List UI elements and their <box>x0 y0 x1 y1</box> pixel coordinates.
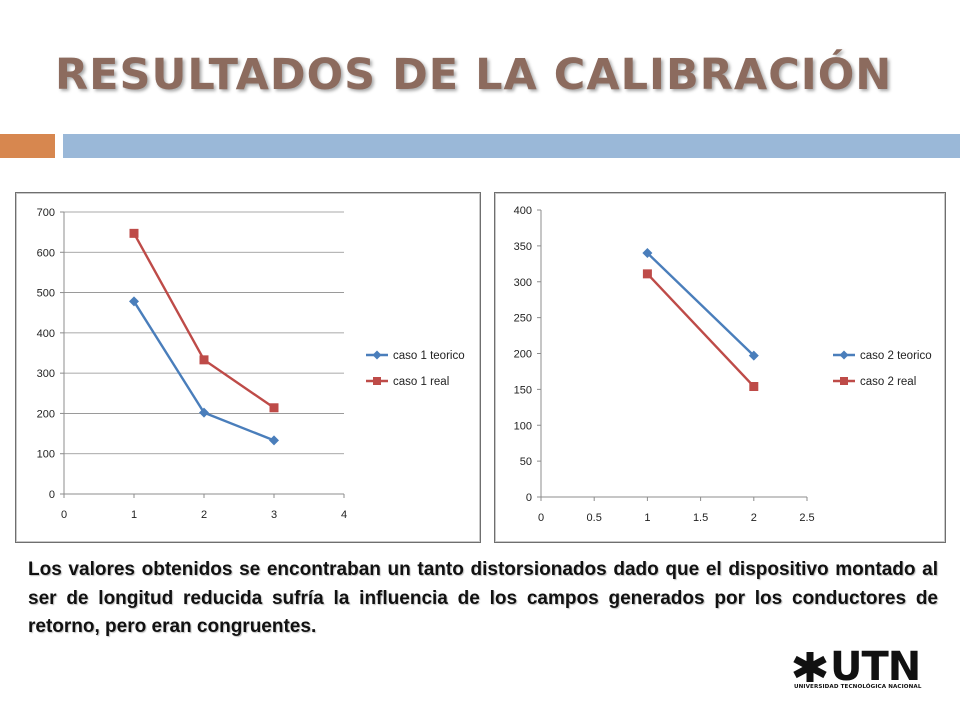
data-point-diamond <box>199 407 209 418</box>
x-tick-label: 2 <box>201 509 207 521</box>
chart-caso-2: 0 50 100 150 200 250 300 350 400 0 0.5 1 1.5 2 2.5 caso… <box>494 192 946 543</box>
data-point-diamond <box>129 296 139 307</box>
y-tick-label: 200 <box>37 408 55 420</box>
x-tick-label: 2 <box>751 512 757 524</box>
y-tick-label: 500 <box>37 288 55 300</box>
y-tick-label: 100 <box>37 449 55 461</box>
accent-bar-blue <box>63 134 960 158</box>
x-tick-label: 0 <box>61 509 67 521</box>
data-point-diamond <box>748 350 759 361</box>
series-line <box>132 232 275 409</box>
y-tick-label: 0 <box>49 489 55 501</box>
y-tick-label: 300 <box>37 368 55 380</box>
utn-star-icon <box>793 652 827 682</box>
y-tick-label: 50 <box>520 456 532 468</box>
utn-logo-text: UTN <box>830 644 921 690</box>
x-tick-label: 2.5 <box>799 512 814 524</box>
chart-caso-2-svg: 0 50 100 150 200 250 300 350 400 0 0.5 1 1.5 2 2.5 caso… <box>514 205 932 524</box>
y-tick-label: 700 <box>37 207 55 219</box>
body-paragraph: Los valores obtenidos se encontraban un … <box>28 559 938 637</box>
y-tick-label: 0 <box>526 492 532 504</box>
x-tick-label: 3 <box>271 509 277 521</box>
x-tick-label: 1.5 <box>693 512 708 524</box>
y-tick-label: 400 <box>514 205 532 217</box>
y-tick-label: 250 <box>514 313 532 325</box>
legend-marker-diamond <box>372 350 382 360</box>
data-point-square <box>749 382 759 392</box>
data-point-diamond <box>269 435 279 446</box>
legend-label: caso 2 real <box>860 376 916 388</box>
legend-marker-square <box>373 377 381 385</box>
x-tick-label: 0.5 <box>587 512 602 524</box>
y-tick-label: 200 <box>514 349 532 361</box>
legend-label: caso 1 real <box>393 376 449 388</box>
slide-title: RESULTADOS DE LA CALIBRACIÓN <box>55 50 893 100</box>
y-tick-label: 600 <box>37 247 55 259</box>
chart-caso-1-svg: 0 100 200 300 400 500 600 700 0 1 2 3 4 caso 1 teoric… <box>37 207 465 521</box>
x-tick-label: 1 <box>131 509 137 521</box>
y-tick-label: 400 <box>37 328 55 340</box>
data-point-square <box>269 403 279 413</box>
chart-caso-1: 0 100 200 300 400 500 600 700 0 1 2 3 4 caso 1 teoric… <box>15 192 481 543</box>
x-tick-label: 4 <box>341 509 347 521</box>
data-point-square <box>129 228 139 238</box>
series-line <box>132 300 275 442</box>
data-point-square <box>642 269 652 279</box>
utn-logo: UTN UNIVERSIDAD TECNOLÓGICA NACIONAL <box>792 644 934 694</box>
utn-logo-subtitle: UNIVERSIDAD TECNOLÓGICA NACIONAL <box>794 684 922 690</box>
series-line <box>646 273 755 388</box>
legend-label: caso 1 teorico <box>393 350 465 362</box>
x-tick-label: 1 <box>644 512 650 524</box>
y-tick-label: 300 <box>514 277 532 289</box>
legend-label: caso 2 teorico <box>860 350 932 362</box>
x-tick-label: 0 <box>538 512 544 524</box>
series-line <box>646 252 755 357</box>
accent-bar-orange <box>0 134 55 158</box>
legend-marker-square <box>840 377 848 385</box>
y-tick-label: 350 <box>514 241 532 253</box>
y-tick-label: 100 <box>514 420 532 432</box>
data-point-diamond <box>642 248 653 259</box>
legend-marker-diamond <box>839 350 849 360</box>
data-point-square <box>199 355 209 365</box>
y-tick-label: 150 <box>514 384 532 396</box>
